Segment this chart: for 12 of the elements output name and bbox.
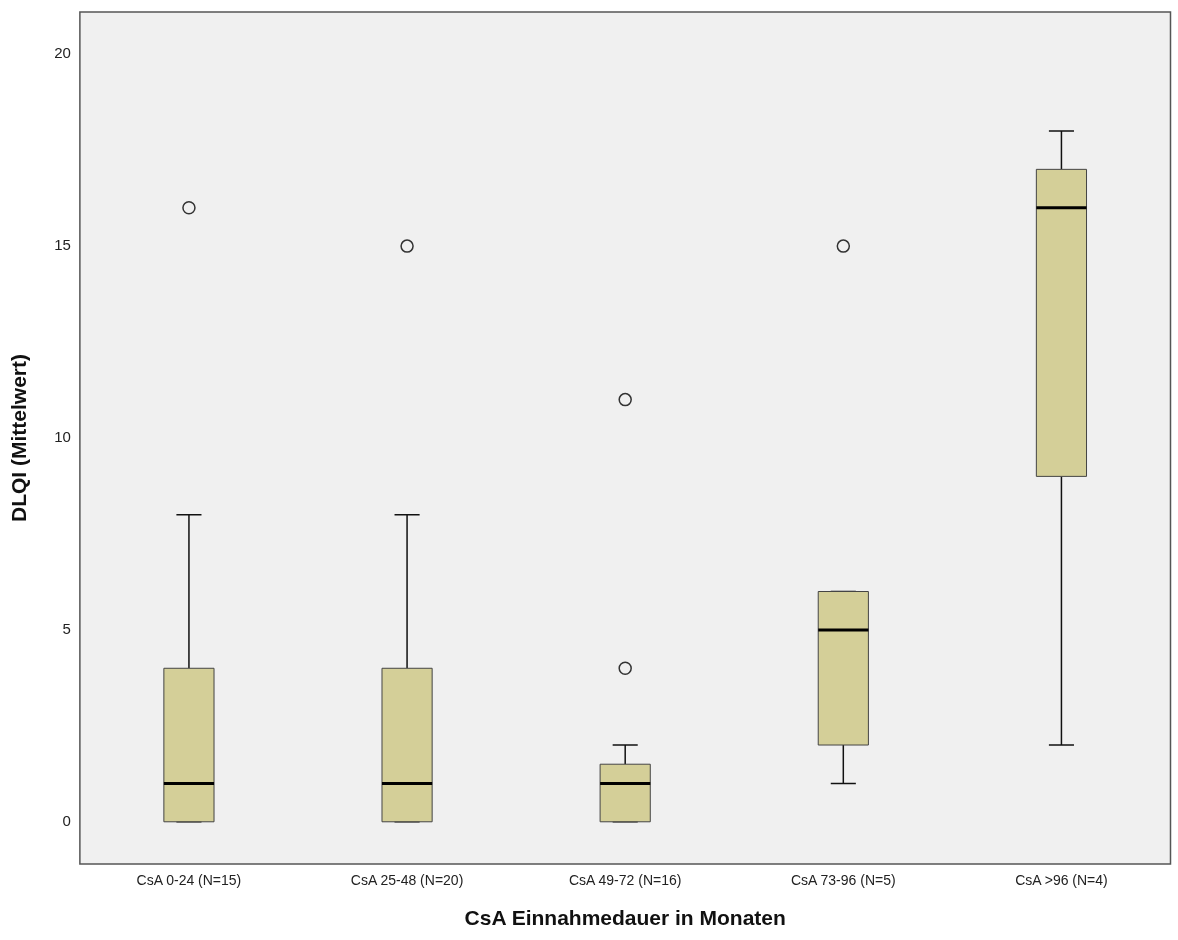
x-tick-label: CsA 49-72 (N=16) [568, 872, 682, 889]
x-tick-label: CsA 25-48 (N=20) [350, 872, 464, 889]
x-tick-label: CsA >96 (N=4) [1015, 872, 1108, 889]
x-tick-label: CsA 73-96 (N=5) [790, 872, 896, 889]
y-tick-label: 15 [54, 236, 71, 254]
y-tick-label: 5 [62, 620, 71, 638]
y-tick-label: 10 [54, 428, 71, 446]
y-tick-label: 0 [62, 811, 71, 829]
x-tick-label: CsA 0-24 (N=15) [136, 872, 242, 889]
y-tick-label: 20 [54, 44, 71, 62]
y-axis-title: DLQI (Mittelwert) [7, 354, 31, 522]
x-axis-title: CsA Einnahmedauer in Monaten [464, 906, 786, 930]
